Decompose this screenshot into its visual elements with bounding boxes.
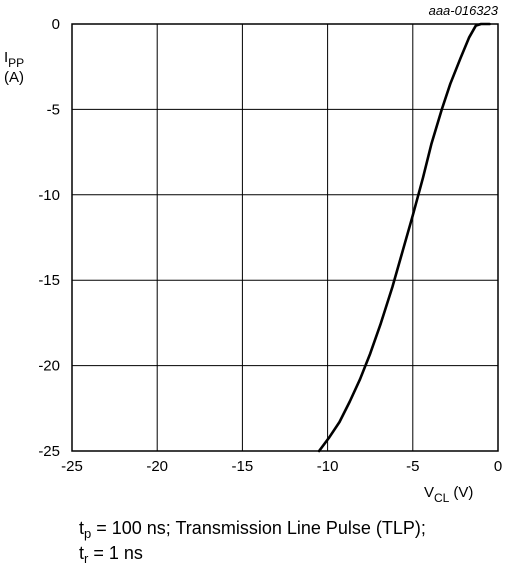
- x-axis-unit: (V): [453, 484, 473, 501]
- x-tick-label: -10: [317, 458, 339, 475]
- x-tick-labels: -25 -20 -15 -10 -5 0: [61, 458, 502, 475]
- y-tick-label: 0: [52, 16, 60, 33]
- y-tick-label: -15: [38, 272, 60, 289]
- y-tick-labels: 0 -5 -10 -15 -20 -25: [38, 16, 60, 460]
- x-tick-label: -5: [406, 458, 419, 475]
- iv-chart: 0 -5 -10 -15 -20 -25 -25 -20 -15 -10 -5 0 aaa-0163…: [4, 3, 502, 505]
- x-axis-symbol: V: [424, 484, 434, 501]
- y-tick-label: -5: [47, 101, 60, 118]
- x-tick-label: 0: [494, 458, 502, 475]
- x-axis-subscript: CL: [434, 491, 450, 505]
- series-group: [317, 22, 491, 453]
- y-tick-label: -25: [38, 443, 60, 460]
- plot-frame: [71, 23, 499, 452]
- x-tick-label: -25: [61, 458, 83, 475]
- y-axis-unit: (A): [4, 69, 24, 86]
- caption-text-2: = 1 ns: [88, 543, 143, 563]
- figure-code: aaa-016323: [429, 3, 499, 18]
- y-axis-symbol: I: [4, 49, 8, 66]
- y-axis-label: IPP: [4, 49, 24, 70]
- y-axis-subscript: PP: [8, 56, 24, 70]
- caption-symbol-tr: t: [79, 543, 85, 563]
- x-tick-label: -15: [232, 458, 254, 475]
- caption-subscript-p: p: [84, 526, 92, 541]
- x-tick-label: -20: [146, 458, 168, 475]
- caption-line-2: tr = 1 ns: [79, 541, 143, 566]
- y-tick-label: -20: [38, 358, 60, 375]
- caption-line-1: tp = 100 ns; Transmission Line Pulse (TL…: [79, 516, 426, 541]
- caption-subscript-r: r: [84, 551, 89, 566]
- y-tick-label: -10: [38, 187, 60, 204]
- caption-symbol-tp: t: [79, 518, 85, 538]
- x-axis-label: VCL (V): [424, 484, 473, 505]
- iv-curve: [317, 22, 491, 453]
- caption-text-1: = 100 ns; Transmission Line Pulse (TLP);: [91, 518, 426, 538]
- grid: [71, 23, 499, 452]
